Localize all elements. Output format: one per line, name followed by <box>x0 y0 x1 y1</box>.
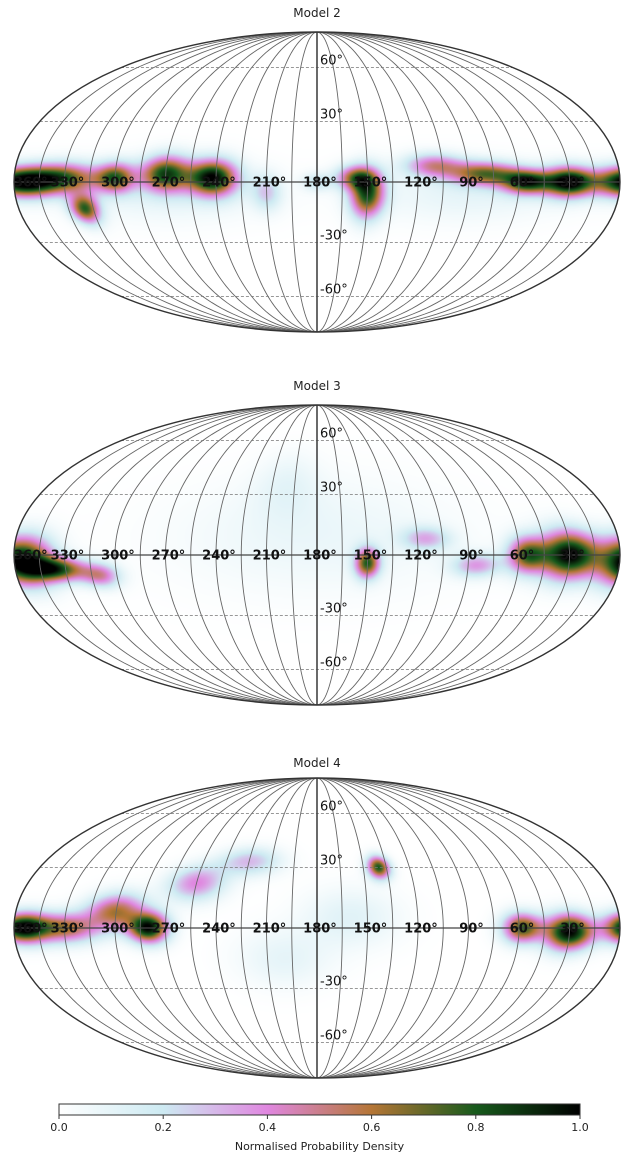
lat-tick-label: -30° <box>320 229 348 244</box>
lon-tick-label: 240° <box>202 549 236 564</box>
lon-tick-label: 90° <box>459 549 484 564</box>
lon-tick-label: 30° <box>560 922 585 937</box>
lon-tick-label: 210° <box>253 549 287 564</box>
lon-tick-label: 300° <box>101 922 135 937</box>
lat-tick-label: 30° <box>320 853 343 868</box>
lon-tick-label: 60° <box>510 549 535 564</box>
lon-tick-label: 330° <box>51 922 85 937</box>
lon-tick-label: 300° <box>101 549 135 564</box>
map-outline <box>13 31 621 333</box>
lon-tick-label: 120° <box>404 549 438 564</box>
lon-tick-label: 30° <box>560 549 585 564</box>
colorbar-tick-label: 1.0 <box>571 1121 589 1134</box>
lon-tick-label: 180° <box>303 922 337 937</box>
colorbar-tick-label: 0.2 <box>154 1121 172 1134</box>
lat-tick-label: 60° <box>320 427 343 442</box>
map-panel-4: Model 4 360° 330° 300° 270° 240° 210° 180° 150° 1… <box>13 756 621 1079</box>
colorbar: 0.0 0.2 0.4 0.6 0.8 1.0 Normalised Probability… <box>50 1103 589 1153</box>
lat-tick-label: -60° <box>320 655 348 670</box>
lon-tick-label: 180° <box>303 549 337 564</box>
lon-tick-label: 360° <box>14 549 48 564</box>
lat-tick-label: 60° <box>320 800 343 815</box>
lon-tick-label: 240° <box>202 176 236 191</box>
lat-tick-label: -30° <box>320 602 348 617</box>
lon-tick-label: 90° <box>459 922 484 937</box>
map-outline <box>13 404 621 706</box>
lon-tick-label: 30° <box>560 176 585 191</box>
lon-tick-label: 270° <box>152 549 186 564</box>
lon-tick-label: 300° <box>101 176 135 191</box>
colorbar-tick-label: 0.4 <box>259 1121 277 1134</box>
lon-tick-label: 210° <box>253 176 287 191</box>
lat-tick-label: 60° <box>320 54 343 69</box>
lon-tick-label: 330° <box>51 176 85 191</box>
lon-tick-label: 180° <box>303 176 337 191</box>
colorbar-gradient <box>58 1103 581 1116</box>
colorbar-tick-label: 0.8 <box>467 1121 485 1134</box>
colorbar-tick-label: 0.0 <box>50 1121 68 1134</box>
lat-tick-label: 30° <box>320 107 343 122</box>
lon-tick-label: 210° <box>253 922 287 937</box>
lon-tick-label: 240° <box>202 922 236 937</box>
lon-tick-label: 150° <box>354 176 388 191</box>
colorbar-tick-label: 0.6 <box>363 1121 381 1134</box>
lat-tick-label: 30° <box>320 480 343 495</box>
panel-title: Model 4 <box>293 756 340 770</box>
colorbar-label: Normalised Probability Density <box>235 1140 405 1153</box>
map-outline <box>13 777 621 1079</box>
lon-tick-label: 270° <box>152 176 186 191</box>
lon-tick-label: 150° <box>354 922 388 937</box>
graticule <box>14 32 620 332</box>
lon-tick-label: 330° <box>51 549 85 564</box>
panel-title: Model 3 <box>293 379 340 393</box>
lat-tick-label: -60° <box>320 282 348 297</box>
lon-tick-label: 90° <box>459 176 484 191</box>
map-panel-3: Model 3 360° 330° 300° 270° 240° 210° 180° 150° 1… <box>13 379 621 706</box>
lon-tick-label: 120° <box>404 176 438 191</box>
lon-tick-label: 120° <box>404 922 438 937</box>
lon-tick-label: 360° <box>14 176 48 191</box>
lon-tick-label: 360° <box>14 922 48 937</box>
panel-title: Model 2 <box>293 6 340 20</box>
map-panel-2: Model 2 360° 330° 300° 270° 240° 210° 180° 150° 1… <box>13 6 621 333</box>
graticule <box>14 778 620 1078</box>
lat-tick-label: -60° <box>320 1028 348 1043</box>
lat-tick-label: -30° <box>320 975 348 990</box>
lon-tick-label: 270° <box>152 922 186 937</box>
lon-tick-label: 60° <box>510 922 535 937</box>
lon-tick-label: 150° <box>354 549 388 564</box>
lon-tick-label: 60° <box>510 176 535 191</box>
